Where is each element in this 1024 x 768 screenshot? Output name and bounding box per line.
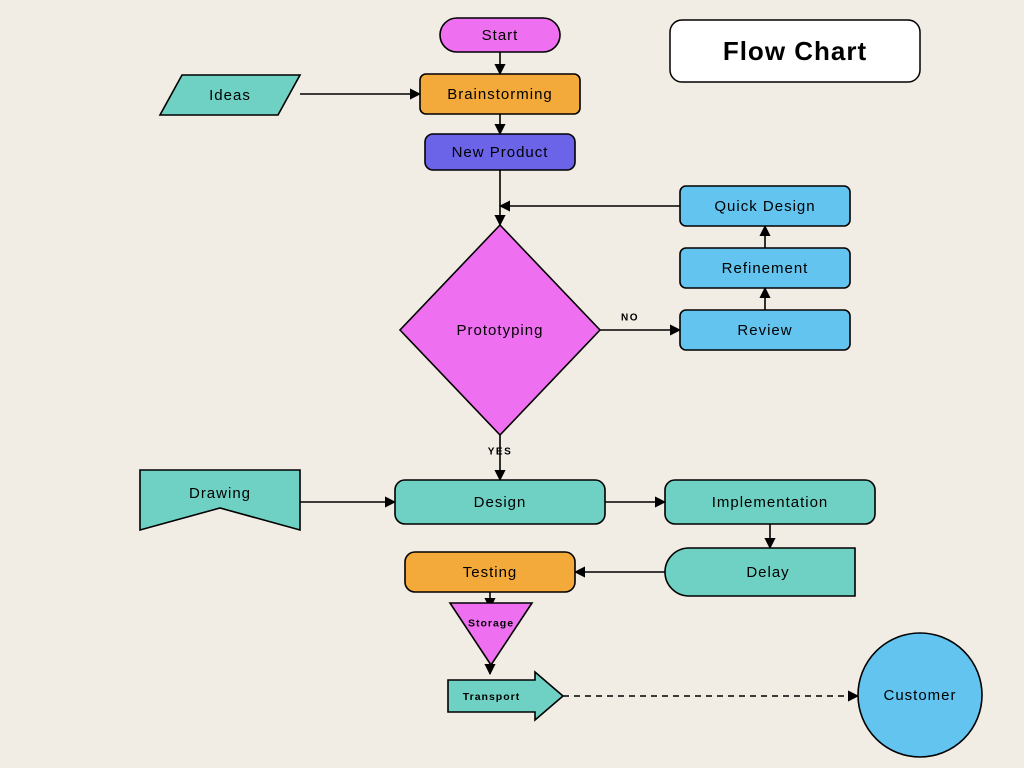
- node-brainstorming: Brainstorming: [420, 74, 580, 114]
- node-implementation: Implementation: [665, 480, 875, 524]
- node-prototyping: Prototyping: [400, 225, 600, 435]
- node-label-delay: Delay: [746, 564, 789, 581]
- node-delay: Delay: [665, 548, 855, 596]
- node-review: Review: [680, 310, 850, 350]
- node-storage: Storage: [450, 603, 532, 665]
- node-label-prototyping: Prototyping: [457, 322, 544, 339]
- node-label-testing: Testing: [463, 564, 518, 581]
- node-label-new_product: New Product: [452, 144, 549, 161]
- node-label-implementation: Implementation: [712, 494, 829, 511]
- node-label-design: Design: [474, 494, 527, 511]
- node-label-storage: Storage: [468, 618, 514, 630]
- node-label-customer: Customer: [883, 687, 956, 704]
- node-drawing: Drawing: [140, 470, 300, 530]
- node-quick_design: Quick Design: [680, 186, 850, 226]
- node-design: Design: [395, 480, 605, 524]
- node-start: Start: [440, 18, 560, 52]
- node-label-review: Review: [737, 322, 792, 339]
- node-new_product: New Product: [425, 134, 575, 170]
- node-label-ideas: Ideas: [209, 87, 251, 104]
- node-label-transport: Transport: [463, 691, 520, 703]
- node-label-drawing: Drawing: [189, 485, 251, 502]
- node-label-quick_design: Quick Design: [714, 198, 815, 215]
- title-text: Flow Chart: [723, 36, 867, 66]
- node-label-start: Start: [482, 27, 519, 44]
- node-transport: Transport: [448, 672, 563, 720]
- edge-label-no: NO: [621, 313, 639, 324]
- node-label-refinement: Refinement: [722, 260, 809, 277]
- flowchart-canvas: Flow Chart NO YES Start Ideas Brainstorming Ne…: [0, 0, 1024, 768]
- node-refinement: Refinement: [680, 248, 850, 288]
- title-card: Flow Chart: [670, 20, 920, 82]
- node-customer: Customer: [858, 633, 982, 757]
- node-testing: Testing: [405, 552, 575, 592]
- node-ideas: Ideas: [160, 75, 300, 115]
- edge-label-yes: YES: [488, 447, 513, 458]
- node-label-brainstorming: Brainstorming: [447, 86, 553, 103]
